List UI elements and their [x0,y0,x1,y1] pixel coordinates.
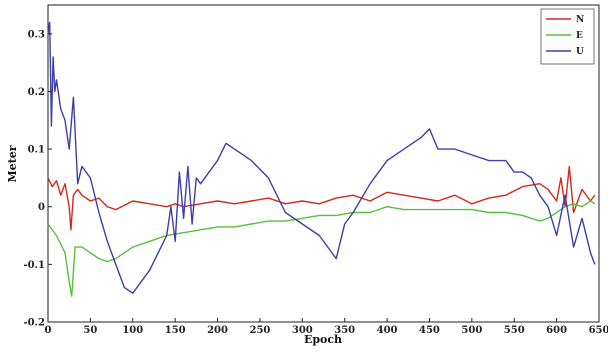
x-tick-label: 450 [419,325,440,336]
series-line-n [47,165,596,231]
x-tick-label: 0 [45,325,52,336]
y-axis: -0.2 -0.1 0 0.1 0.2 0.3 [23,29,52,329]
y-tick-label: 0.3 [28,29,45,40]
legend-label-n: N [576,15,584,25]
series-line-e [47,200,596,297]
y-tick-label: 0.1 [28,145,45,156]
legend: NEU [540,8,595,65]
x-tick-label: 550 [504,325,525,336]
x-tick-label: 150 [165,325,186,336]
legend-box [540,8,595,65]
series-line-u [47,21,596,294]
x-tick-label: 350 [334,325,355,336]
x-tick-label: 400 [377,325,398,336]
x-tick-label: 600 [546,325,567,336]
y-tick-label: 0 [38,202,45,213]
y-tick-label: 0.2 [28,87,45,98]
x-tick-label: 250 [249,325,270,336]
x-tick-label: 50 [83,325,97,336]
x-tick-label: 500 [461,325,482,336]
x-tick-label: 100 [122,325,143,336]
y-tick-label: -0.1 [23,260,45,271]
plot-area-border [47,4,600,323]
x-tick-label: 650 [589,325,608,336]
x-axis: 0 50 100 150 200 250 300 350 400 450 500 550 600 650 [45,318,608,336]
x-tick-label: 300 [292,325,313,336]
x-tick-label: 200 [207,325,228,336]
y-tick-label: -0.2 [23,318,45,329]
x-axis-title: Epoch [304,333,342,346]
legend-items: NEU [546,15,584,57]
plot-frame [47,4,600,323]
legend-label-u: U [576,47,584,57]
legend-label-e: E [576,31,583,41]
series-layer [47,21,596,297]
y-axis-title: Meter [6,145,19,182]
